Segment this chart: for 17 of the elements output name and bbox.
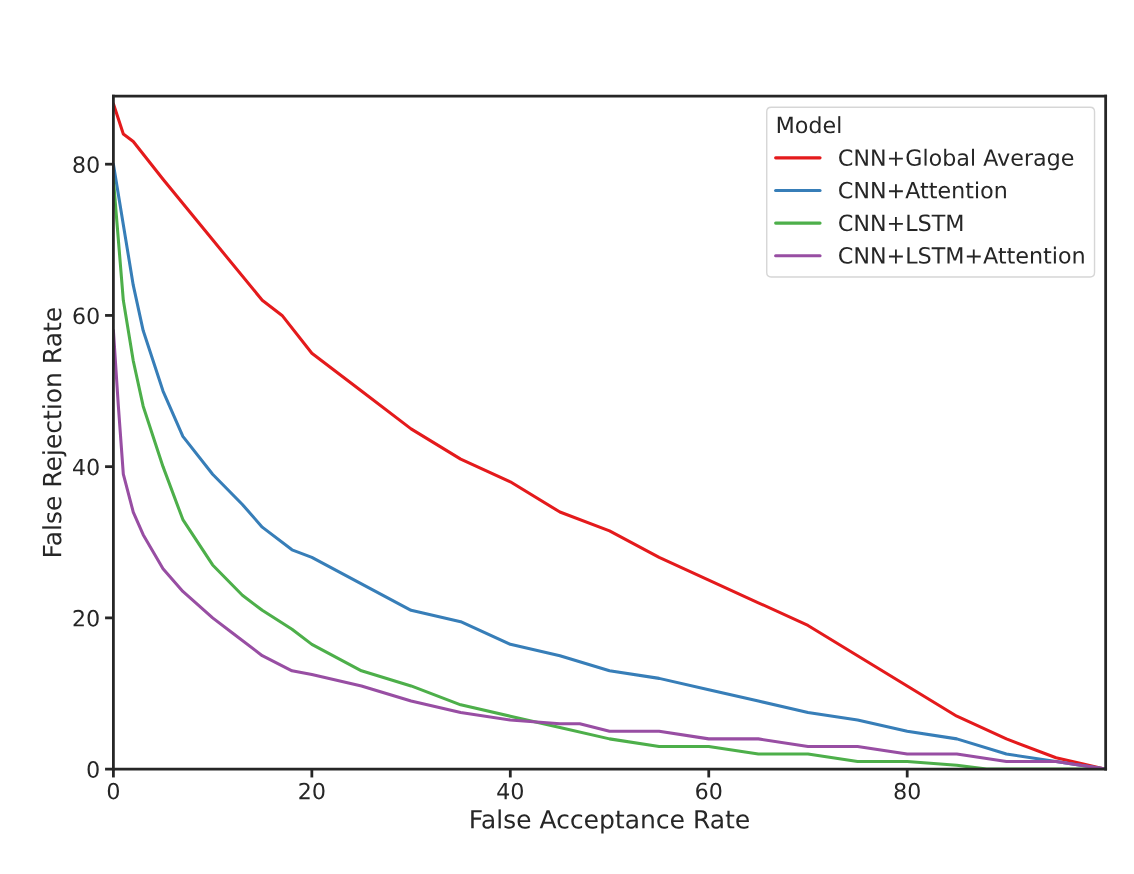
x-tick-label: 40 bbox=[497, 782, 523, 800]
legend-label: CNN+Attention bbox=[839, 181, 1006, 199]
y-tick-label: 20 bbox=[73, 609, 99, 627]
x-tick-label: 20 bbox=[299, 782, 325, 800]
y-tick-label: 60 bbox=[73, 307, 99, 325]
x-axis-title: False Acceptance Rate bbox=[471, 809, 749, 834]
legend-label: CNN+LSTM+Attention bbox=[839, 246, 1084, 264]
legend-title: Model bbox=[777, 116, 841, 134]
legend-label: CNN+LSTM bbox=[839, 214, 963, 232]
y-tick-label: 0 bbox=[87, 761, 99, 778]
legend-label: CNN+Global Average bbox=[839, 148, 1074, 171]
y-axis-title: False Rejection Rate bbox=[42, 308, 67, 556]
y-tick-label: 80 bbox=[73, 156, 99, 173]
y-tick-label: 40 bbox=[73, 458, 99, 476]
x-tick-label: 60 bbox=[696, 782, 722, 800]
x-tick-label: 0 bbox=[107, 782, 119, 800]
x-tick-label: 80 bbox=[894, 782, 920, 800]
